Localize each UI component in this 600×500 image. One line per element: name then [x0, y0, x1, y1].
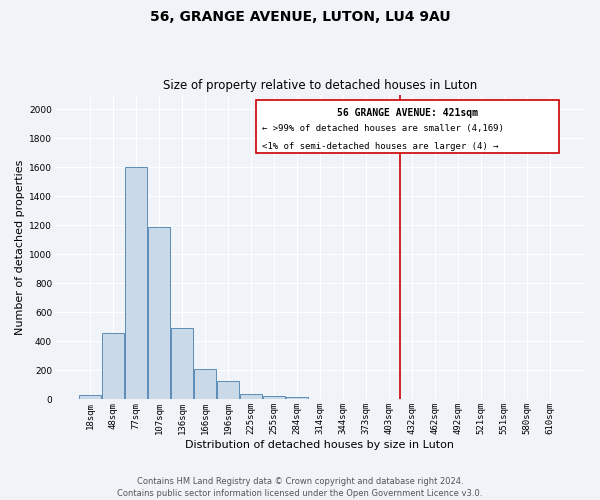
X-axis label: Distribution of detached houses by size in Luton: Distribution of detached houses by size …	[185, 440, 454, 450]
Bar	[148, 226, 170, 400]
Title: Size of property relative to detached houses in Luton: Size of property relative to detached ho…	[163, 79, 477, 92]
Text: <1% of semi-detached houses are larger (4) →: <1% of semi-detached houses are larger (…	[262, 142, 499, 150]
Bar	[263, 396, 285, 400]
Text: ← >99% of detached houses are smaller (4,169): ← >99% of detached houses are smaller (4…	[262, 124, 505, 134]
Bar	[102, 332, 124, 400]
Bar	[217, 382, 239, 400]
Y-axis label: Number of detached properties: Number of detached properties	[15, 160, 25, 334]
Bar	[194, 369, 216, 400]
Bar	[286, 397, 308, 400]
Bar	[125, 167, 147, 400]
Text: 56 GRANGE AVENUE: 421sqm: 56 GRANGE AVENUE: 421sqm	[337, 108, 478, 118]
Bar	[240, 394, 262, 400]
Bar	[79, 395, 101, 400]
FancyBboxPatch shape	[256, 100, 559, 152]
Text: 56, GRANGE AVENUE, LUTON, LU4 9AU: 56, GRANGE AVENUE, LUTON, LU4 9AU	[149, 10, 451, 24]
Bar	[171, 328, 193, 400]
Text: Contains HM Land Registry data © Crown copyright and database right 2024.
Contai: Contains HM Land Registry data © Crown c…	[118, 476, 482, 498]
